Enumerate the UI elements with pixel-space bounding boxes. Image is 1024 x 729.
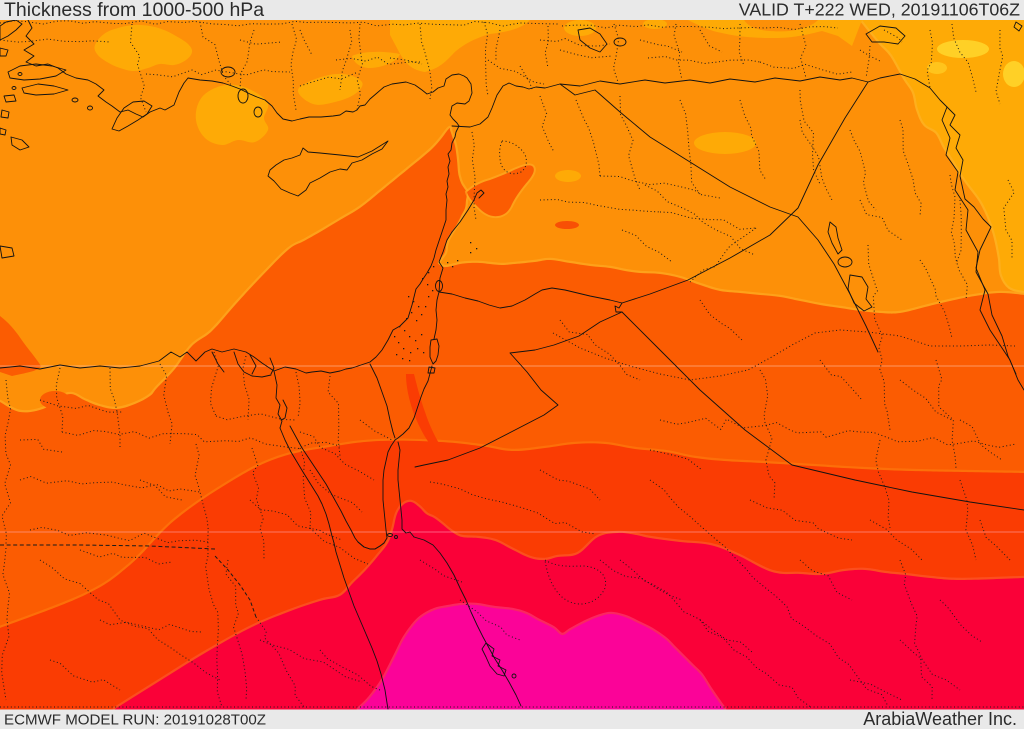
svg-text:VALID T+222 WED, 20191106T06Z: VALID T+222 WED, 20191106T06Z xyxy=(739,0,1020,20)
svg-text:ArabiaWeather Inc.: ArabiaWeather Inc. xyxy=(863,709,1017,729)
svg-text:Thickness from 1000-500 hPa: Thickness from 1000-500 hPa xyxy=(4,0,264,21)
svg-text:ECMWF MODEL RUN: 20191028T00Z: ECMWF MODEL RUN: 20191028T00Z xyxy=(4,712,266,729)
